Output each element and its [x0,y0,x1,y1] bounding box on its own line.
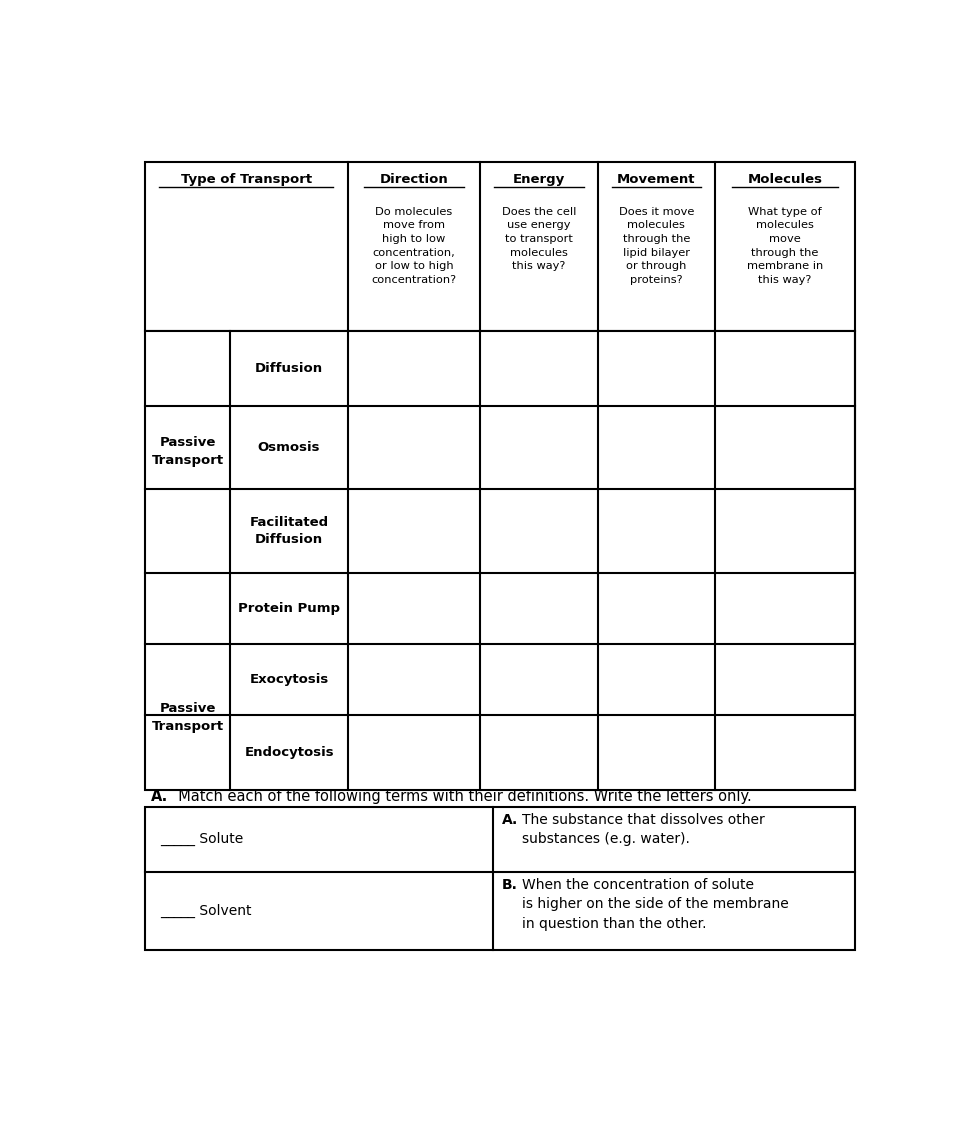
Text: B.: B. [502,878,518,892]
Text: Does it move
molecules
through the
lipid bilayer
or through
proteins?: Does it move molecules through the lipid… [618,207,694,285]
Text: Diffusion: Diffusion [255,362,323,375]
Text: _____ Solvent: _____ Solvent [160,904,251,918]
Text: Energy: Energy [513,173,565,186]
Text: _____ Solute: _____ Solute [160,832,243,847]
Bar [145,806,855,949]
Text: Endocytosis: Endocytosis [244,746,334,759]
Text: Osmosis: Osmosis [258,441,320,454]
Text: A.: A. [150,789,168,804]
Text: Movement: Movement [617,173,696,186]
Bar [145,331,855,790]
Bar [145,161,855,331]
Text: Do molecules
move from
high to low
concentration,
or low to high
concentration?: Do molecules move from high to low conce… [371,207,456,285]
Text: Protein Pump: Protein Pump [238,602,340,615]
Text: Match each of the following terms with their definitions. Write the letters only: Match each of the following terms with t… [169,789,752,804]
Text: Passive
Transport: Passive Transport [151,701,224,733]
Text: Direction: Direction [380,173,448,186]
Text: When the concentration of solute
is higher on the side of the membrane
in questi: When the concentration of solute is high… [522,878,788,931]
Text: Facilitated
Diffusion: Facilitated Diffusion [249,516,328,546]
Text: A.: A. [502,813,519,826]
Text: Exocytosis: Exocytosis [249,673,328,686]
Text: Molecules: Molecules [747,173,823,186]
Text: What type of
molecules
move
through the
membrane in
this way?: What type of molecules move through the … [746,207,824,285]
Text: Does the cell
use energy
to transport
molecules
this way?: Does the cell use energy to transport mo… [502,207,576,271]
Text: Type of Transport: Type of Transport [181,173,312,186]
Text: The substance that dissolves other
substances (e.g. water).: The substance that dissolves other subst… [522,813,765,847]
Text: Passive
Transport: Passive Transport [151,437,224,467]
